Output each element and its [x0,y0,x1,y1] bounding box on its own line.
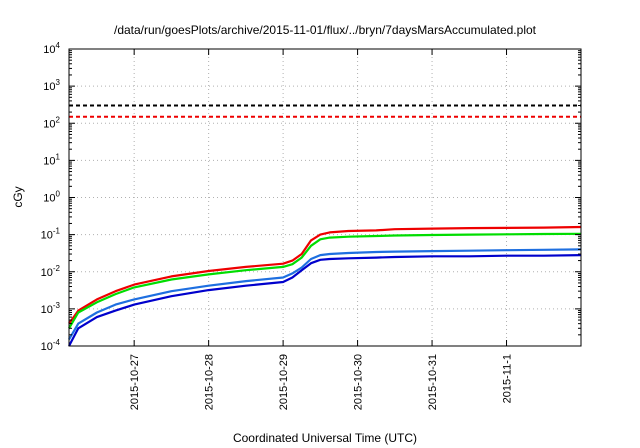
x-tick-label: 2015-11-1 [502,354,514,403]
y-tick-base: 10 [43,44,55,56]
x-tick-label: 2015-10-30 [353,354,365,410]
y-tick-label: 102 [43,115,60,130]
y-tick-label: 101 [43,152,60,167]
series-line [68,225,582,325]
y-tick-exponent: 2 [56,115,61,124]
y-tick-label: 104 [43,41,60,56]
y-tick-exponent: -4 [53,338,61,347]
y-tick-label: 10-3 [41,301,61,316]
y-tick-label: 10-4 [41,338,61,353]
y-tick-base: 10 [43,118,55,130]
x-tick-label: 2015-10-29 [278,354,290,410]
y-tick-exponent: -3 [53,301,61,310]
y-tick-exponent: 1 [56,152,61,161]
y-tick-label: 10-2 [41,264,61,279]
y-tick-label: 10-1 [41,227,61,242]
y-tick-exponent: -1 [53,227,61,236]
y-tick-base: 10 [43,193,55,205]
y-tick-base: 10 [43,81,55,93]
y-tick-exponent: -2 [53,264,61,273]
series-line [68,254,582,347]
y-tick-exponent: 4 [56,41,61,50]
axis-ticks [69,48,581,347]
x-tick-labels: 2015-10-27 2015-10-28 2015-10-29 2015-10-30… [129,354,513,410]
y-axis-title: cGy [11,186,25,207]
y-tick-base: 10 [41,341,53,353]
y-tick-label: 103 [43,78,60,93]
y-tick-label: 100 [43,190,60,205]
series-line [68,248,582,341]
series-lines [68,225,582,347]
threshold-lines [69,104,581,118]
y-tick-exponent: 3 [56,78,61,87]
x-tick-label: 2015-10-27 [129,354,141,410]
x-axis-title: Coordinated Universal Time (UTC) [233,431,417,445]
x-tick-label: 2015-10-28 [204,354,216,410]
chart-title: /data/run/goesPlots/archive/2015-11-01/f… [114,23,537,37]
x-tick-label: 2015-10-31 [427,354,439,410]
y-tick-base: 10 [41,304,53,316]
y-tick-base: 10 [43,155,55,167]
y-tick-base: 10 [41,230,53,242]
series-line [68,232,582,329]
y-tick-exponent: 0 [56,190,61,199]
y-tick-base: 10 [41,267,53,279]
